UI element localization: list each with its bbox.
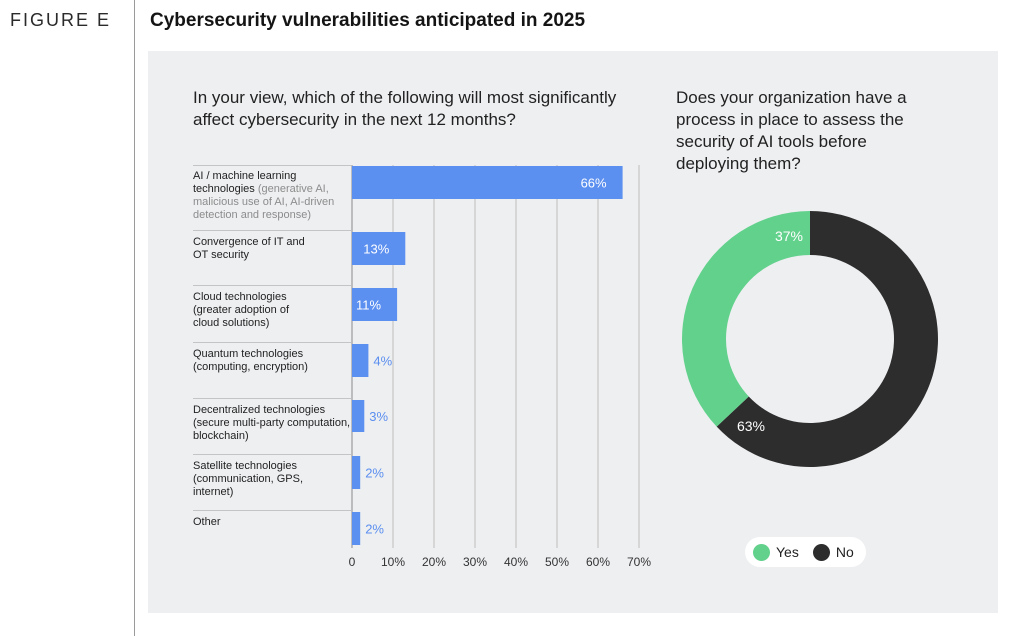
bar — [352, 456, 361, 489]
legend-item-no: No — [812, 543, 854, 561]
x-tick-label: 10% — [381, 555, 405, 569]
bar-category-label: Cloud technologies (greater adoption of … — [193, 291, 290, 329]
bar-chart-question: In your view, which of the following wil… — [193, 88, 617, 129]
x-tick-label: 60% — [586, 555, 610, 569]
bar-value-label: 11% — [356, 298, 381, 313]
bar — [352, 166, 623, 199]
bar-category-label: Quantum technologies (computing, encrypt… — [193, 348, 308, 373]
category-separator — [193, 165, 351, 166]
donut-slice-no — [716, 211, 938, 467]
category-separator — [193, 342, 351, 343]
bar — [352, 344, 369, 377]
bar — [352, 288, 398, 321]
bar-value-label: 3% — [369, 409, 388, 424]
x-tick-label: 40% — [504, 555, 528, 569]
bar-value-label: 4% — [373, 354, 392, 369]
legend-label-no: No — [835, 544, 854, 560]
donut-chart-question: Does your organization have a process in… — [676, 88, 907, 173]
x-tick-label: 20% — [422, 555, 446, 569]
category-separator — [193, 510, 351, 511]
legend-item-yes: Yes — [753, 543, 799, 561]
legend-swatch-no — [812, 543, 830, 561]
category-separator — [193, 285, 351, 286]
divider — [134, 0, 135, 636]
x-tick-label: 0 — [349, 555, 356, 569]
x-tick-label: 30% — [463, 555, 487, 569]
x-tick-label: 70% — [627, 555, 651, 569]
category-separator — [193, 454, 351, 455]
bar-category-label: Decentralized technologies (secure multi… — [193, 404, 351, 442]
figure-label: FIGURE E — [10, 10, 112, 30]
bar-category-label: Other — [193, 516, 221, 528]
bar-category-label: Satellite technologies (communication, G… — [193, 460, 304, 498]
bar-category-label: AI / machine learning technologies (gene… — [193, 170, 335, 221]
donut-slice-yes — [681, 211, 810, 427]
bar-value-label: 2% — [365, 466, 384, 481]
bar-value-label: 66% — [581, 176, 607, 191]
legend-swatch-yes — [753, 543, 770, 561]
bar — [352, 400, 365, 432]
bar-category-label: Convergence of IT and OT security — [193, 236, 305, 261]
figure-title: Cybersecurity vulnerabilities anticipate… — [150, 10, 586, 31]
x-tick-label: 50% — [545, 555, 569, 569]
bar — [352, 232, 406, 265]
bar-value-label: 13% — [363, 242, 389, 257]
chart-panel — [148, 51, 998, 613]
donut-label-yes: 37% — [775, 228, 803, 244]
donut-legend: Yes No — [745, 537, 866, 567]
category-separator — [193, 230, 351, 231]
legend-label-yes: Yes — [776, 544, 799, 560]
bar — [352, 512, 361, 545]
donut-label-no: 63% — [737, 418, 765, 434]
bar-value-label: 2% — [365, 522, 384, 537]
category-separator — [193, 398, 351, 399]
